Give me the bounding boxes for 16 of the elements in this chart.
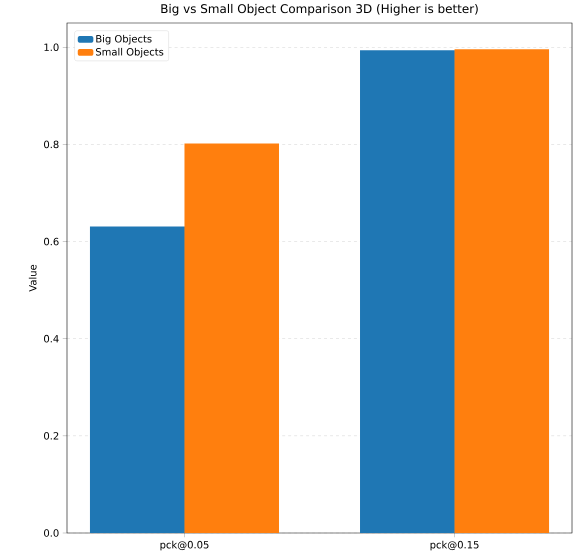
x-tick-label: pck@0.15 [430,540,479,550]
y-tick-label: 1.0 [44,44,59,52]
bar [454,49,550,533]
y-tick-label: 0.4 [44,334,59,342]
y-axis-title: Value [28,264,37,292]
x-tick-label: pck@0.05 [160,540,208,550]
bar [90,226,184,533]
y-tick-label: 0.8 [44,140,59,148]
legend-label: Big Objects [96,34,152,44]
bar [184,143,279,533]
y-tick-label: 0.6 [44,238,59,246]
chart-title: Big vs Small Object Comparison 3D (Higher is better) [161,4,478,16]
legend-label: Small Objects [96,48,164,58]
y-tick-label: 0.0 [44,529,59,537]
bar [360,50,455,533]
y-tick-label: 0.2 [44,432,58,440]
